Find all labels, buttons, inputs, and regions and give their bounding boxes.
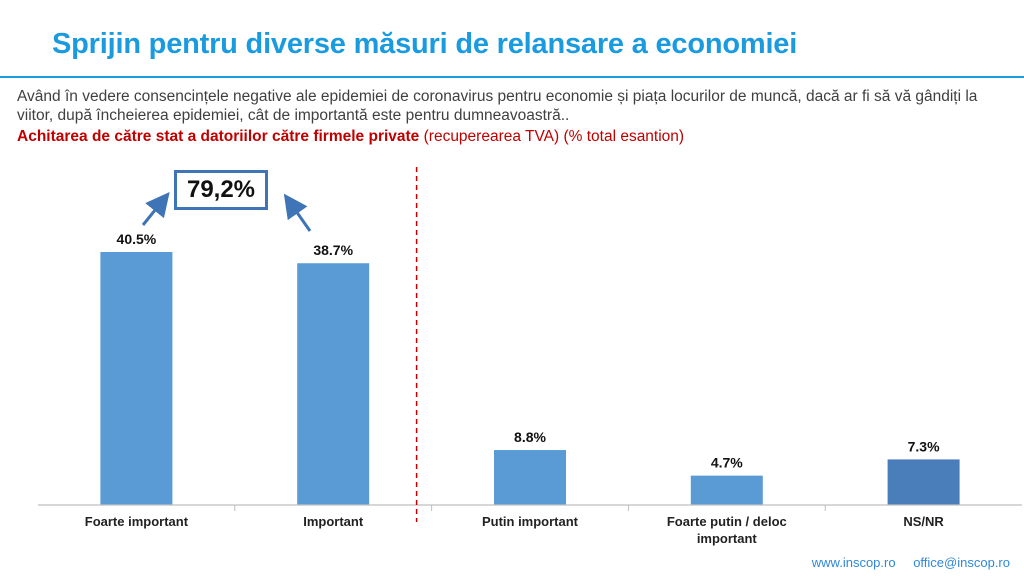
footer-email: office@inscop.ro [913, 555, 1010, 570]
category-label-4-line-2: important [697, 531, 758, 546]
bar-1 [100, 252, 173, 505]
data-label-3: 8.8% [514, 429, 546, 445]
category-label-5: NS/NR [903, 514, 944, 529]
page-title: Sprijin pentru diverse măsuri de relansa… [52, 28, 798, 60]
combined-importance-callout: 79,2% [174, 170, 268, 210]
callout-arrow-left [141, 191, 170, 226]
footer-website: www.inscop.ro [811, 555, 896, 570]
data-label-4: 4.7% [711, 455, 743, 471]
bar-4 [690, 475, 763, 505]
callout-arrow-right [283, 193, 312, 232]
title-divider [0, 76, 1024, 78]
category-label-1: Foarte important [85, 514, 189, 529]
bar-chart: 40.5% Foarte important 38.7% Important 8.8% P… [38, 167, 1022, 546]
data-label-2: 38.7% [313, 242, 353, 258]
category-label-2: Important [303, 514, 364, 529]
footer-contacts: www.inscop.ro office@inscop.ro [812, 555, 1010, 570]
bar-3 [494, 450, 566, 505]
data-label-1: 40.5% [117, 231, 157, 247]
bar-5 [887, 459, 960, 505]
category-label-3: Putin important [482, 514, 579, 529]
category-label-4-line-1: Foarte putin / deloc [667, 514, 787, 529]
bar-2 [297, 263, 370, 505]
survey-question: Având în vedere consencințele negative a… [17, 88, 978, 124]
chart-subtitle-lead: Achitarea de către stat a datoriilor căt… [17, 128, 420, 145]
chart-subtitle-rest: (recuperearea TVA) (% total esantion) [419, 128, 685, 145]
data-label-5: 7.3% [908, 438, 940, 454]
chart-subtitle: Achitarea de către stat a datoriilor căt… [17, 127, 684, 146]
